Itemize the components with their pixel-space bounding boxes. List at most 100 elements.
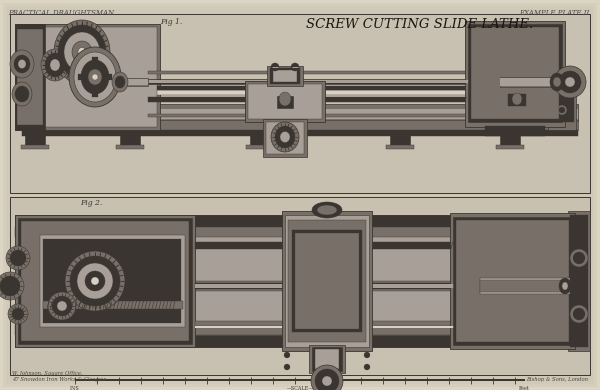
Bar [25, 135, 45, 147]
Bar [195, 242, 565, 249]
Ellipse shape [279, 92, 291, 106]
Bar [116, 145, 144, 149]
Bar [18, 27, 157, 127]
Bar [22, 109, 578, 119]
Bar [468, 24, 562, 122]
Ellipse shape [553, 77, 561, 87]
Bar [450, 213, 575, 349]
Bar [17, 29, 43, 125]
Ellipse shape [330, 384, 335, 389]
Ellipse shape [573, 252, 585, 264]
Ellipse shape [559, 278, 571, 294]
Ellipse shape [77, 263, 113, 299]
Bar [480, 278, 570, 294]
Ellipse shape [81, 60, 109, 94]
Bar [500, 78, 580, 86]
Ellipse shape [115, 76, 125, 88]
Bar [22, 130, 578, 136]
Bar [312, 347, 342, 371]
Ellipse shape [319, 373, 324, 378]
Text: Feet: Feet [518, 386, 529, 390]
Ellipse shape [6, 246, 30, 270]
Text: PRACTICAL DRAUGHTSMAN: PRACTICAL DRAUGHTSMAN [8, 9, 114, 17]
Ellipse shape [18, 60, 26, 69]
Ellipse shape [10, 50, 34, 78]
Ellipse shape [91, 277, 99, 285]
Bar [568, 211, 590, 351]
Bar [250, 135, 270, 147]
Bar [471, 27, 559, 119]
Bar [118, 79, 148, 85]
Ellipse shape [70, 256, 120, 306]
Ellipse shape [271, 63, 279, 71]
Ellipse shape [573, 308, 585, 320]
Bar [288, 220, 366, 342]
Ellipse shape [54, 20, 110, 84]
Bar [195, 321, 565, 326]
Bar [500, 77, 580, 87]
Ellipse shape [65, 251, 125, 311]
Ellipse shape [570, 305, 588, 323]
Bar [295, 233, 359, 329]
Ellipse shape [0, 276, 20, 296]
Bar [148, 97, 508, 102]
Bar [386, 145, 414, 149]
Ellipse shape [72, 41, 92, 63]
Ellipse shape [322, 376, 332, 386]
Ellipse shape [291, 63, 299, 71]
Bar [43, 239, 181, 323]
Ellipse shape [58, 25, 106, 79]
Bar [315, 349, 339, 369]
Ellipse shape [312, 202, 342, 218]
Ellipse shape [12, 82, 32, 106]
Bar [15, 227, 578, 237]
Bar [496, 145, 524, 149]
Ellipse shape [550, 73, 564, 91]
Bar [273, 70, 297, 82]
Bar [282, 211, 372, 351]
Ellipse shape [0, 272, 24, 300]
Bar [118, 78, 148, 86]
Bar [248, 84, 322, 119]
Ellipse shape [315, 369, 339, 390]
Bar [390, 135, 410, 147]
Ellipse shape [14, 55, 30, 73]
Bar [15, 215, 195, 347]
Bar [78, 74, 84, 80]
Text: —SCALE—: —SCALE— [286, 386, 314, 390]
Text: INS: INS [70, 386, 80, 390]
Ellipse shape [74, 52, 116, 102]
Bar [148, 71, 498, 74]
Bar [10, 197, 590, 375]
Ellipse shape [48, 292, 76, 320]
Text: SCREW CUTTING SLIDE LATHE.: SCREW CUTTING SLIDE LATHE. [307, 18, 533, 31]
Ellipse shape [85, 271, 105, 291]
Ellipse shape [554, 66, 586, 98]
Ellipse shape [92, 74, 98, 80]
Ellipse shape [280, 131, 290, 142]
Bar [92, 57, 98, 63]
Text: Fig 1.: Fig 1. [160, 18, 182, 26]
Ellipse shape [57, 301, 67, 311]
Bar [15, 325, 578, 335]
Bar [148, 114, 508, 117]
Bar [148, 79, 498, 84]
Bar [148, 80, 498, 83]
Bar [10, 14, 590, 193]
Ellipse shape [78, 48, 86, 57]
Bar [245, 81, 325, 122]
Bar [263, 119, 307, 157]
Bar [246, 145, 274, 149]
Text: W. Johnson, Square Office,
47 Snowdon Iron Works & Glasgow: W. Johnson, Square Office, 47 Snowdon Ir… [12, 371, 106, 382]
Ellipse shape [562, 282, 568, 290]
Bar [548, 70, 576, 130]
Bar [453, 217, 572, 345]
Bar [485, 126, 545, 136]
Ellipse shape [559, 81, 565, 87]
Bar [195, 283, 565, 289]
Bar [92, 91, 98, 97]
Bar [21, 145, 49, 149]
Bar [285, 215, 369, 347]
Bar [309, 345, 345, 373]
Bar [195, 284, 565, 288]
